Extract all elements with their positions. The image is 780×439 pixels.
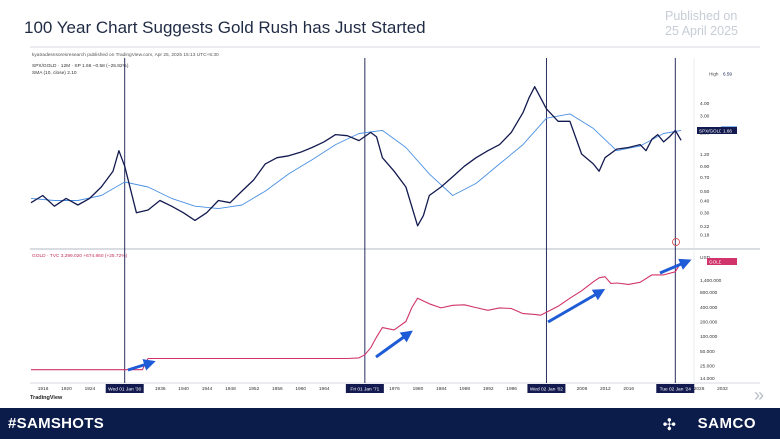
bottom-ytick-label: 1,400.000: [700, 278, 722, 284]
xtick-label: 1964: [319, 386, 330, 392]
bottom-ytick-label: 14.000: [700, 376, 715, 382]
top-ytick-label: 3.00: [700, 113, 710, 119]
trend-arrow: [127, 359, 156, 372]
hashtag-label: #SAMSHOTS: [8, 415, 105, 432]
xtick-label: 2016: [623, 386, 634, 392]
top-legend-series: SPX/GOLD · 12M · SP 1.66 −0.58 (−25.82%): [32, 63, 129, 69]
top-legend-sma: SMA (10, close) 2.10: [32, 70, 77, 76]
xtick-label: 1996: [506, 386, 517, 392]
xtick-label: 1980: [413, 386, 424, 392]
gold-badge-value-bg: [721, 258, 737, 265]
bottom-ytick-label: 50.000: [700, 349, 715, 355]
top-ytick-label: 0.90: [700, 164, 710, 170]
top-ytick-label: 0.18: [700, 232, 710, 238]
series-badge-value: 1.66: [723, 128, 732, 133]
xtick-label: 1948: [225, 386, 236, 392]
bottom-ytick-label: 800.000: [700, 290, 718, 296]
trend-arrows: [127, 258, 692, 372]
top-ytick-label: 0.70: [700, 175, 710, 181]
event-date-tag: [656, 384, 695, 393]
event-date-label: Wed 02 Jan '02: [530, 387, 563, 393]
top-ytick-label: 0.50: [700, 189, 710, 195]
bottom-legend-gold: GOLD · TVC 3,299.020 +674.860 (+25.72%): [32, 253, 128, 259]
xtick-label: 1944: [202, 386, 213, 392]
xtick-label: 1988: [459, 386, 470, 392]
spx-gold-line: [30, 86, 682, 227]
top-ytick-label: 0.30: [700, 211, 710, 217]
high-badge-label: High: [709, 71, 719, 76]
xtick-label: 2028: [694, 386, 705, 392]
xtick-label: 1956: [272, 386, 283, 392]
event-date-label: Fri 01 Jan '71: [350, 387, 379, 393]
xtick-label: 1952: [249, 386, 260, 392]
high-badge-label-bg: [707, 70, 721, 77]
trend-arrow: [659, 258, 692, 275]
series-badge-value-bg: [721, 127, 737, 134]
top-ytick-label: 1.20: [700, 152, 710, 158]
xtick-label: 1940: [178, 386, 189, 392]
gold-badge-label-bg: [707, 258, 721, 265]
tradingview-label: TradingView: [30, 395, 63, 401]
published-label: Published on: [665, 9, 738, 23]
xtick-label: 2032: [717, 386, 728, 392]
xtick-label: 1992: [483, 386, 494, 392]
sma-line: [30, 113, 682, 210]
high-badge-value-bg: [721, 70, 737, 77]
gold-price-line: [31, 261, 682, 371]
published-value: 25 April 2025: [665, 24, 738, 38]
chart-meta-line: kyatradesnsoresresearch published on Tra…: [32, 52, 219, 58]
bottom-ytick-label: 400.000: [700, 305, 718, 311]
high-badge-value: 6.59: [723, 71, 732, 76]
footer-bar: #SAMSHOTS ✣ SAMCO: [0, 408, 780, 439]
xtick-label: 2012: [600, 386, 611, 392]
double-chevron-right-icon[interactable]: »: [753, 385, 764, 405]
xtick-label: 1916: [38, 386, 49, 392]
page-title: 100 Year Chart Suggests Gold Rush has Ju…: [24, 18, 426, 37]
trend-arrow: [547, 289, 606, 324]
event-date-label: Tue 02 Jan '24: [660, 387, 692, 393]
trend-arrow: [375, 330, 413, 359]
xtick-label: 1984: [436, 386, 447, 392]
bottom-ytick-label: USD: [700, 255, 711, 261]
published-date: Published on 25 April 2025: [665, 9, 738, 39]
chart-area: kyatradesnsoresresearch published on Tra…: [30, 46, 760, 401]
series-badge-label-bg: [697, 127, 721, 134]
bottom-ytick-label: 25.000: [700, 364, 715, 370]
bottom-ytick-label: 100.000: [700, 334, 718, 340]
top-ytick-label: 0.40: [700, 199, 710, 205]
series-badge-label: SPX/GOLD: [699, 128, 723, 133]
event-date-tag: [105, 384, 144, 393]
gold-badge-label: GOLD: [709, 259, 723, 264]
brand-name: SAMCO: [697, 415, 756, 432]
xtick-label: 2008: [577, 386, 588, 392]
xtick-label: 1920: [61, 386, 72, 392]
event-date-label: Wed 01 Jan '30: [108, 387, 141, 393]
event-date-tag: [345, 384, 384, 393]
bottom-ytick-label: 200.000: [700, 320, 718, 326]
top-ytick-label: 0.22: [700, 224, 710, 230]
xtick-label: 1960: [295, 386, 306, 392]
samco-logo-icon: ✣: [662, 417, 676, 434]
xtick-label: 1936: [155, 386, 166, 392]
alert-icon[interactable]: [672, 238, 680, 246]
xtick-label: 1924: [85, 386, 96, 392]
top-ytick-label: 4.00: [700, 101, 710, 107]
xtick-label: 1976: [389, 386, 400, 392]
event-date-tag: [527, 384, 566, 393]
